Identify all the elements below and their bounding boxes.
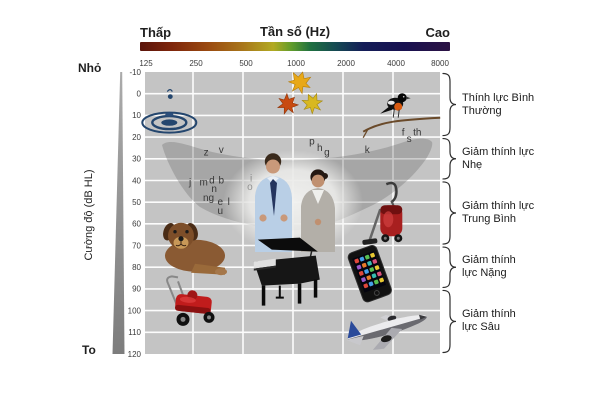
hearing-level-label: Giảm thính lực Sâu (462, 308, 516, 334)
speech-letter: v (219, 145, 224, 156)
hearing-level-brace (442, 289, 457, 354)
x-tick-label: 4000 (387, 59, 405, 68)
speech-letter: n (211, 184, 217, 195)
app-icon (379, 277, 384, 283)
app-icon (372, 259, 378, 264)
conversation-icon (223, 150, 363, 254)
y-tick-label: 20 (132, 133, 141, 142)
y-tick-label: -10 (129, 68, 141, 77)
x-tick-labels: 125 250 500 1000 2000 4000 8000 (139, 59, 449, 68)
app-icon (356, 264, 362, 270)
intensity-loud-label: To (82, 343, 96, 357)
speech-letter: g (324, 147, 330, 158)
x-tick-label: 250 (189, 59, 203, 68)
speech-letter: p (309, 136, 315, 147)
y-tick-labels: -10 0 10 20 30 40 50 60 70 80 90 100 110 120 (128, 68, 142, 359)
x-tick-label: 125 (139, 59, 153, 68)
x-tick-label: 1000 (287, 59, 305, 68)
app-icon (371, 273, 377, 279)
intensity-wedge (112, 72, 125, 354)
x-tick-label: 500 (239, 59, 253, 68)
speech-letter: d (209, 175, 215, 186)
y-tick-label: 30 (132, 155, 141, 164)
app-icon (376, 271, 382, 277)
y-tick-label: 40 (132, 176, 141, 185)
smartphone-icon (347, 245, 392, 303)
speech-letter: j (188, 178, 191, 189)
app-icon (358, 270, 364, 276)
app-icon (368, 281, 374, 287)
speech-letter: z (204, 147, 209, 158)
speech-letter: u (218, 206, 224, 217)
app-icon (361, 277, 366, 283)
speech-letter: s (407, 134, 412, 145)
app-icon (359, 256, 365, 262)
airplane-icon (346, 314, 427, 350)
y-tick-label: 70 (132, 241, 141, 250)
speech-letter: h (317, 143, 323, 154)
frequency-high-label: Cao (425, 25, 450, 40)
frequency-low-label: Thấp (140, 25, 172, 40)
hearing-level-label: Giảm thính lực Nhẹ (462, 145, 535, 171)
app-icon (364, 269, 369, 274)
falling-leaves-icon (276, 71, 324, 115)
hearing-level-label: Giảm thính lực Trung Bình (462, 200, 535, 225)
app-icon (367, 260, 372, 266)
speech-letter: ng (203, 193, 214, 204)
hearing-level-brace (442, 137, 457, 180)
speech-letter: th (413, 128, 421, 139)
app-icon (373, 279, 379, 285)
x-tick-label: 2000 (337, 59, 355, 68)
hearing-level-brace (442, 246, 457, 289)
speech-letter: m (200, 178, 208, 189)
app-icon (363, 283, 369, 289)
y-tick-label: 80 (132, 263, 141, 272)
speech-letter: k (365, 145, 371, 156)
speech-letter: o (247, 182, 253, 193)
app-icon (364, 254, 370, 260)
y-tick-label: 10 (132, 111, 141, 120)
y-tick-label: 50 (132, 198, 141, 207)
hearing-level-label: Giảm thính lực Nặng (462, 254, 516, 280)
speech-letter: f (402, 128, 405, 139)
lawnmower-icon (166, 275, 215, 326)
speech-letter: b (218, 175, 224, 186)
frequency-axis-title: Tần số (Hz) (259, 24, 331, 39)
speech-letter: i (250, 173, 252, 184)
y-tick-label: 120 (128, 350, 142, 359)
app-icon (354, 258, 360, 264)
y-tick-label: 90 (132, 285, 141, 294)
speech-letter: l (228, 197, 230, 208)
intensity-soft-label: Nhỏ (78, 61, 102, 75)
dog-icon (163, 222, 227, 276)
app-icon (369, 267, 375, 272)
speech-letter: e (218, 197, 224, 208)
app-grid (354, 252, 384, 289)
y-tick-label: 100 (128, 306, 142, 315)
frequency-gradient-bar (140, 42, 450, 51)
water-drop-icon (141, 89, 198, 134)
y-tick-label: 110 (128, 328, 141, 337)
piano-icon (253, 237, 320, 306)
app-icon (366, 275, 372, 281)
x-tick-label: 8000 (431, 59, 449, 68)
hearing-level-braces (442, 72, 457, 354)
app-icon (361, 262, 367, 268)
hearing-level-label: Thính lực Bình Thường (462, 91, 535, 117)
app-icon (374, 265, 380, 271)
hearing-level-brace (442, 181, 457, 245)
bird-icon (362, 93, 441, 139)
y-tick-label: 60 (132, 220, 141, 229)
y-tick-label: 0 (137, 89, 142, 98)
vacuum-cleaner-icon (362, 181, 403, 245)
app-icon (370, 252, 375, 258)
hearing-level-brace (442, 72, 457, 137)
